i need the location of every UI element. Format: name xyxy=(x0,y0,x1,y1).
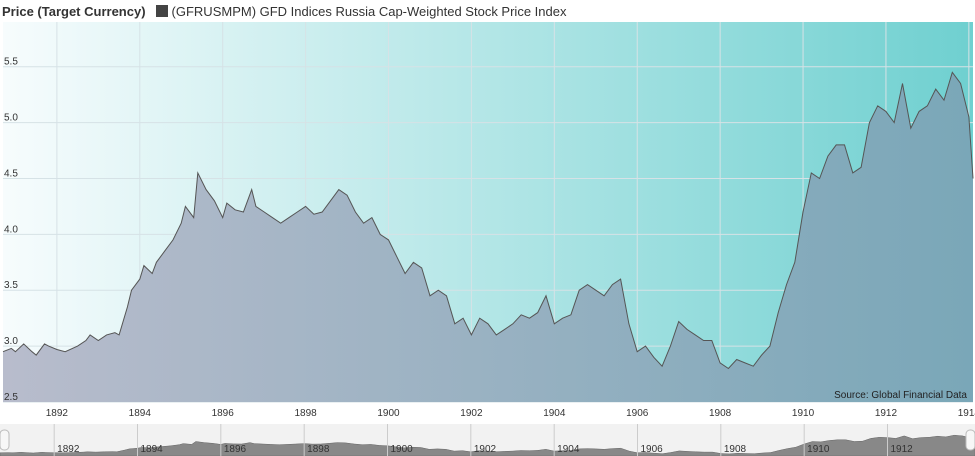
y-axis-title: Price (Target Currency) xyxy=(2,3,146,19)
y-tick-label: 3.5 xyxy=(4,280,18,291)
x-tick-label: 1900 xyxy=(377,408,400,419)
y-axis-ticks: 2.5 3.0 3.5 4.0 4.5 5.0 5.5 xyxy=(4,57,18,403)
series-area[interactable] xyxy=(3,72,973,403)
navigator-tick-label: 1894 xyxy=(141,444,164,455)
x-tick-label: 1904 xyxy=(543,408,566,419)
navigator-tick-label: 1902 xyxy=(474,444,497,455)
navigator-tick-label: 1906 xyxy=(641,444,664,455)
navigator-left-handle[interactable] xyxy=(0,429,10,451)
navigator[interactable]: 1892 1894 1896 1898 1900 1902 1904 1906 1908 1910… xyxy=(0,424,975,456)
legend-series-name[interactable]: (GFRUSMPM) GFD Indices Russia Cap-Weight… xyxy=(171,3,567,19)
navigator-tick-label: 1904 xyxy=(557,444,580,455)
y-tick-label: 5.5 xyxy=(4,57,18,68)
navigator-tick-label: 1896 xyxy=(224,444,247,455)
y-tick-label: 2.5 xyxy=(4,392,18,403)
source-note: Source: Global Financial Data xyxy=(834,390,967,401)
x-tick-label: 1892 xyxy=(46,408,69,419)
y-tick-label: 3.0 xyxy=(4,336,18,347)
x-tick-label: 1908 xyxy=(709,408,732,419)
navigator-tick-label: 1900 xyxy=(391,444,414,455)
x-tick-label: 1912 xyxy=(875,408,898,419)
navigator-ticks: 1892 1894 1896 1898 1900 1902 1904 1906 1908 1910… xyxy=(53,424,914,456)
y-tick-label: 5.0 xyxy=(4,113,18,124)
x-tick-label: 1910 xyxy=(792,408,815,419)
navigator-tick-label: 1898 xyxy=(307,444,330,455)
y-tick-label: 4.0 xyxy=(4,224,18,235)
legend-swatch-icon[interactable] xyxy=(155,5,168,17)
navigator-tick-label: 1912 xyxy=(891,444,914,455)
navigator-tick-label: 1910 xyxy=(807,444,830,455)
navigator-series-area xyxy=(0,434,975,456)
navigator-tick-label: 1908 xyxy=(724,444,747,455)
navigator-tick-label: 1892 xyxy=(57,444,80,455)
chart-header: Price (Target Currency) (GFRUSMPM) GFD I… xyxy=(0,0,975,22)
x-tick-label: 1906 xyxy=(626,408,649,419)
x-tick-label: 1896 xyxy=(212,408,235,419)
x-tick-label: 1914 xyxy=(958,408,975,419)
navigator-right-handle[interactable] xyxy=(965,429,975,451)
x-tick-label: 1898 xyxy=(294,408,317,419)
x-axis-ticks: 1892 1894 1896 1898 1900 1902 1904 1906 1908 1910… xyxy=(46,408,975,419)
x-tick-label: 1902 xyxy=(460,408,483,419)
series-line[interactable] xyxy=(2,71,974,370)
x-tick-label: 1894 xyxy=(129,408,152,419)
y-tick-label: 4.5 xyxy=(4,168,18,179)
